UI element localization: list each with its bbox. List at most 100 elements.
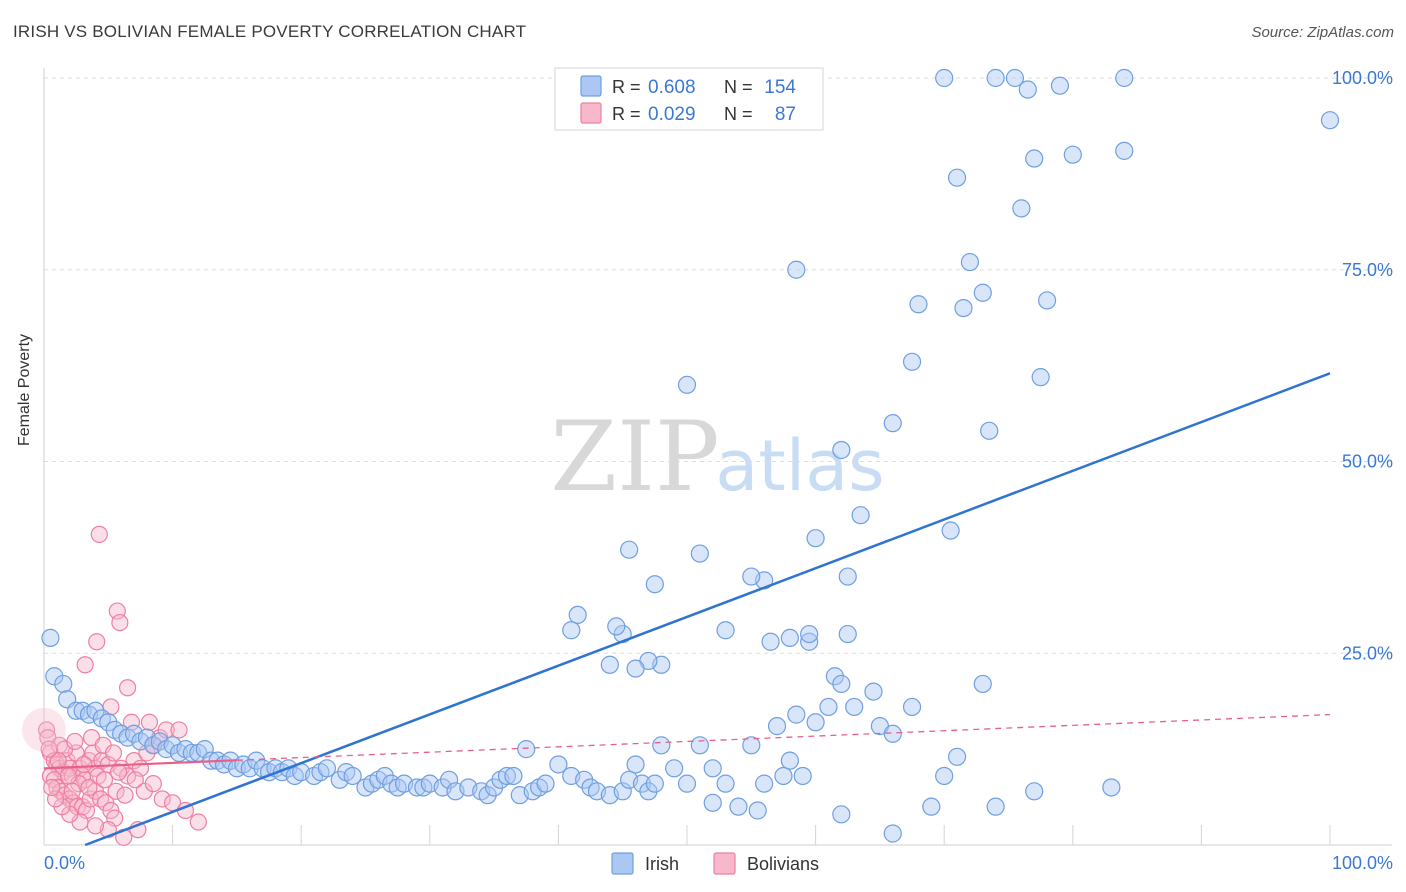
irish-point bbox=[793, 766, 812, 786]
bolivians-point bbox=[107, 782, 125, 800]
watermark-zip: ZIP bbox=[550, 401, 719, 513]
irish-point bbox=[787, 705, 806, 724]
bolivians-point bbox=[144, 775, 162, 793]
bolivians-point bbox=[126, 771, 144, 789]
irish-point bbox=[607, 617, 626, 636]
irish-point bbox=[568, 605, 587, 625]
irish-point bbox=[497, 766, 517, 786]
irish-point bbox=[838, 567, 857, 586]
irish-point bbox=[1037, 291, 1057, 310]
bolivians-point bbox=[90, 525, 108, 543]
irish-point bbox=[973, 283, 992, 302]
irish-point bbox=[1005, 68, 1025, 88]
irish-point bbox=[1050, 76, 1070, 95]
irish-point bbox=[1320, 111, 1340, 130]
bolivians-point bbox=[111, 613, 129, 632]
irish-point bbox=[902, 352, 922, 371]
bolivians-point bbox=[170, 721, 188, 739]
bolivians-point bbox=[118, 767, 137, 785]
bolivians-point bbox=[88, 633, 106, 651]
axes bbox=[43, 68, 1392, 846]
irish-point bbox=[800, 624, 819, 644]
legend-irish-r-label: R = bbox=[612, 77, 641, 97]
irish-point bbox=[922, 797, 941, 816]
bolivians-point bbox=[118, 679, 137, 697]
legend-irish-swatch bbox=[580, 75, 602, 97]
irish-point bbox=[652, 736, 671, 755]
irish-point bbox=[755, 774, 774, 793]
irish-point bbox=[195, 740, 214, 759]
irish-point bbox=[1115, 68, 1134, 88]
irish-point bbox=[845, 697, 864, 717]
legend-bolivians-swatch bbox=[580, 102, 602, 124]
bolivians-trend-line bbox=[43, 759, 237, 770]
irish-point bbox=[645, 774, 664, 793]
irish-point bbox=[1018, 80, 1037, 99]
irish-point bbox=[986, 68, 1005, 88]
irish-point bbox=[935, 766, 954, 786]
irish-point bbox=[883, 824, 902, 843]
irish-point bbox=[800, 632, 819, 651]
bolivians-points bbox=[22, 525, 207, 846]
irish-point bbox=[909, 295, 928, 314]
legend-irish-n-label: N = bbox=[724, 77, 753, 97]
irish-points bbox=[41, 68, 1340, 843]
irish-point bbox=[517, 740, 536, 759]
irish-point bbox=[767, 717, 787, 736]
irish-point bbox=[504, 766, 523, 786]
irish-point bbox=[343, 766, 362, 786]
bolivians-point bbox=[80, 778, 98, 797]
irish-point bbox=[620, 540, 639, 559]
legend-stats: R = 0.608 N = 154 R = 0.029 N = 87 bbox=[554, 67, 824, 131]
irish-point bbox=[665, 759, 684, 778]
bolivians-point bbox=[59, 767, 78, 785]
irish-point bbox=[626, 755, 645, 774]
irish-point bbox=[536, 774, 555, 793]
legend-series: Irish Bolivians bbox=[611, 852, 819, 875]
irish-point bbox=[832, 440, 851, 460]
irish-point bbox=[761, 632, 780, 651]
bolivians-point bbox=[86, 817, 105, 835]
bolivians-point bbox=[63, 782, 81, 800]
irish-point bbox=[960, 252, 980, 272]
irish-point bbox=[832, 805, 851, 824]
tick-labels: 25.0% 50.0% 75.0% 100.0% 0.0% 100.0% bbox=[44, 68, 1393, 873]
legend-bolivians-n-value: 87 bbox=[775, 104, 796, 125]
irish-point bbox=[54, 674, 73, 694]
irish-point bbox=[549, 755, 568, 774]
bolivians-point bbox=[153, 790, 171, 808]
irish-point bbox=[317, 759, 337, 778]
grid-lines bbox=[44, 77, 1392, 654]
irish-point bbox=[787, 260, 806, 279]
irish-point bbox=[742, 567, 761, 586]
bolivians-point bbox=[104, 744, 123, 762]
bolivians-point bbox=[95, 771, 114, 789]
irish-point bbox=[819, 697, 838, 717]
irish-point bbox=[883, 414, 902, 433]
irish-point bbox=[41, 628, 60, 648]
irish-point bbox=[562, 621, 581, 640]
irish-point bbox=[864, 682, 883, 701]
legend-bottom-irish-swatch bbox=[611, 852, 634, 875]
irish-point bbox=[1031, 368, 1050, 387]
irish-point bbox=[729, 797, 748, 816]
x-tick-label: 100.0% bbox=[1332, 853, 1393, 873]
irish-point bbox=[780, 751, 799, 770]
irish-point bbox=[600, 655, 619, 674]
bolivians-point bbox=[43, 778, 61, 797]
bolivians-point bbox=[109, 763, 128, 781]
bolivians-point bbox=[76, 656, 94, 674]
irish-point bbox=[941, 521, 960, 540]
irish-point bbox=[645, 575, 664, 594]
irish-point bbox=[716, 774, 735, 793]
bolivians-point bbox=[22, 707, 66, 752]
irish-point bbox=[690, 544, 709, 563]
y-tick-label: 100.0% bbox=[1332, 68, 1393, 88]
watermark: ZIP atlas bbox=[550, 401, 884, 513]
trend-lines bbox=[43, 372, 1331, 847]
irish-trend-line bbox=[84, 372, 1331, 847]
chart-title: IRISH VS BOLIVIAN FEMALE POVERTY CORRELA… bbox=[13, 22, 527, 41]
irish-point bbox=[1102, 778, 1121, 797]
irish-point bbox=[947, 747, 967, 766]
irish-point bbox=[832, 674, 851, 694]
